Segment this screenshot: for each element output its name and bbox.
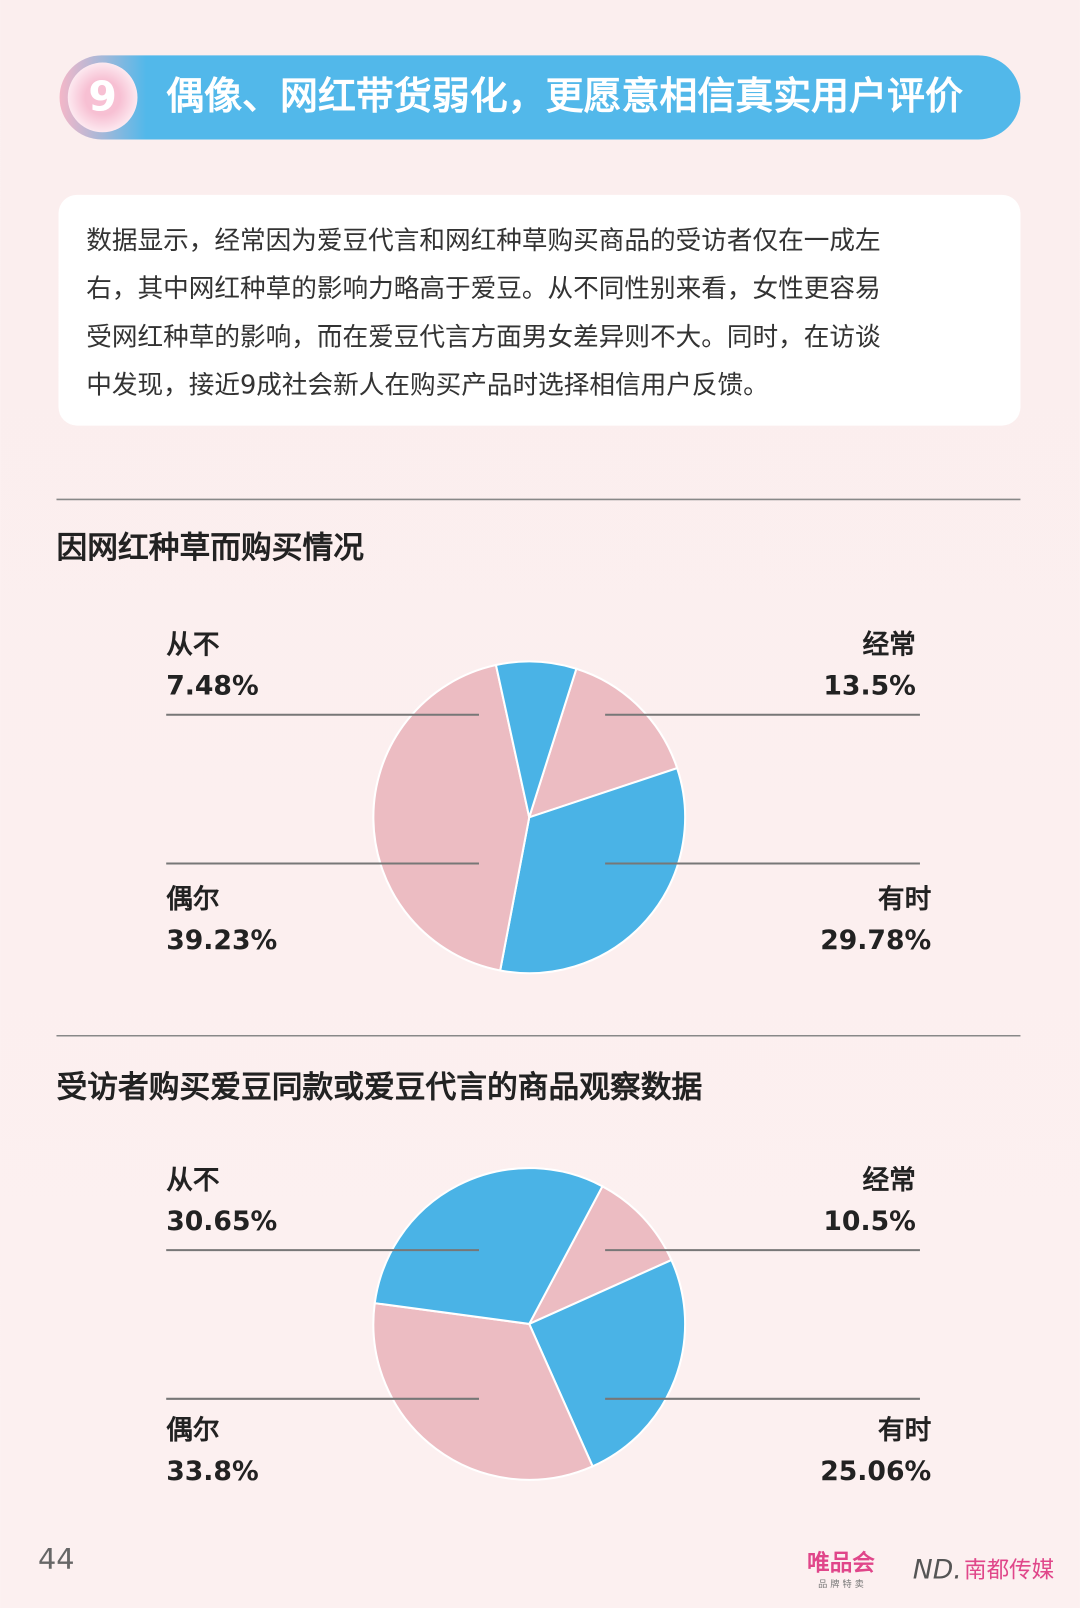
category-label: 从不 xyxy=(166,1165,220,1196)
value-label: 33.8% xyxy=(166,1456,258,1487)
pie-slice xyxy=(498,766,687,975)
pie-slice xyxy=(527,1258,687,1468)
paragraph-line: 受网红种草的影响，而在爱豆代言方面男女差异则不大。同时，在访谈 xyxy=(86,322,880,352)
category-label: 从不 xyxy=(166,630,220,661)
category-label: 有时 xyxy=(878,884,932,915)
value-label: 39.23% xyxy=(166,925,277,956)
pie-slice xyxy=(373,1167,604,1326)
value-label: 30.65% xyxy=(166,1206,277,1237)
logo-vip-sub: 品 牌 特 卖 xyxy=(818,1578,864,1590)
logo-nd-mark: ND. xyxy=(913,1555,962,1586)
paragraph-line: 中发现，接近9成社会新人在购买产品时选择相信用户反馈。 xyxy=(86,371,769,401)
category-label: 经常 xyxy=(863,1165,916,1196)
pie-slice xyxy=(372,1301,594,1481)
logo-vip: 唯品会 xyxy=(807,1549,875,1576)
pie-slice xyxy=(494,660,578,822)
header-number: 9 xyxy=(88,72,117,120)
paragraph-line: 数据显示，经常因为爱豆代言和网红种草购买商品的受访者仅在一成左 xyxy=(86,226,880,256)
page-number: 44 xyxy=(38,1542,75,1576)
value-label: 25.06% xyxy=(820,1456,931,1487)
value-label: 10.5% xyxy=(823,1206,915,1237)
chart-title: 因网红种草而购买情况 xyxy=(56,530,364,566)
pie-slice xyxy=(526,1184,673,1327)
pie-slice xyxy=(372,663,531,972)
category-label: 有时 xyxy=(878,1415,932,1446)
header-badge xyxy=(67,62,138,133)
header-pill xyxy=(59,55,1021,140)
category-label: 偶尔 xyxy=(166,884,219,915)
text-box xyxy=(58,194,1021,426)
category-label: 经常 xyxy=(863,630,916,661)
header-title: 偶像、网红带货弱化，更愿意相信真实用户评价 xyxy=(166,74,963,118)
logo-nd: 南都传媒 xyxy=(964,1558,1054,1584)
chart-title: 受访者购买爱豆同款或爱豆代言的商品观察数据 xyxy=(56,1070,702,1106)
category-label: 偶尔 xyxy=(166,1415,219,1446)
value-label: 13.5% xyxy=(823,671,915,702)
paragraph-line: 右，其中网红种草的影响力略高于爱豆。从不同性别来看，女性更容易 xyxy=(86,274,880,304)
value-label: 7.48% xyxy=(166,671,258,702)
value-label: 29.78% xyxy=(820,925,931,956)
